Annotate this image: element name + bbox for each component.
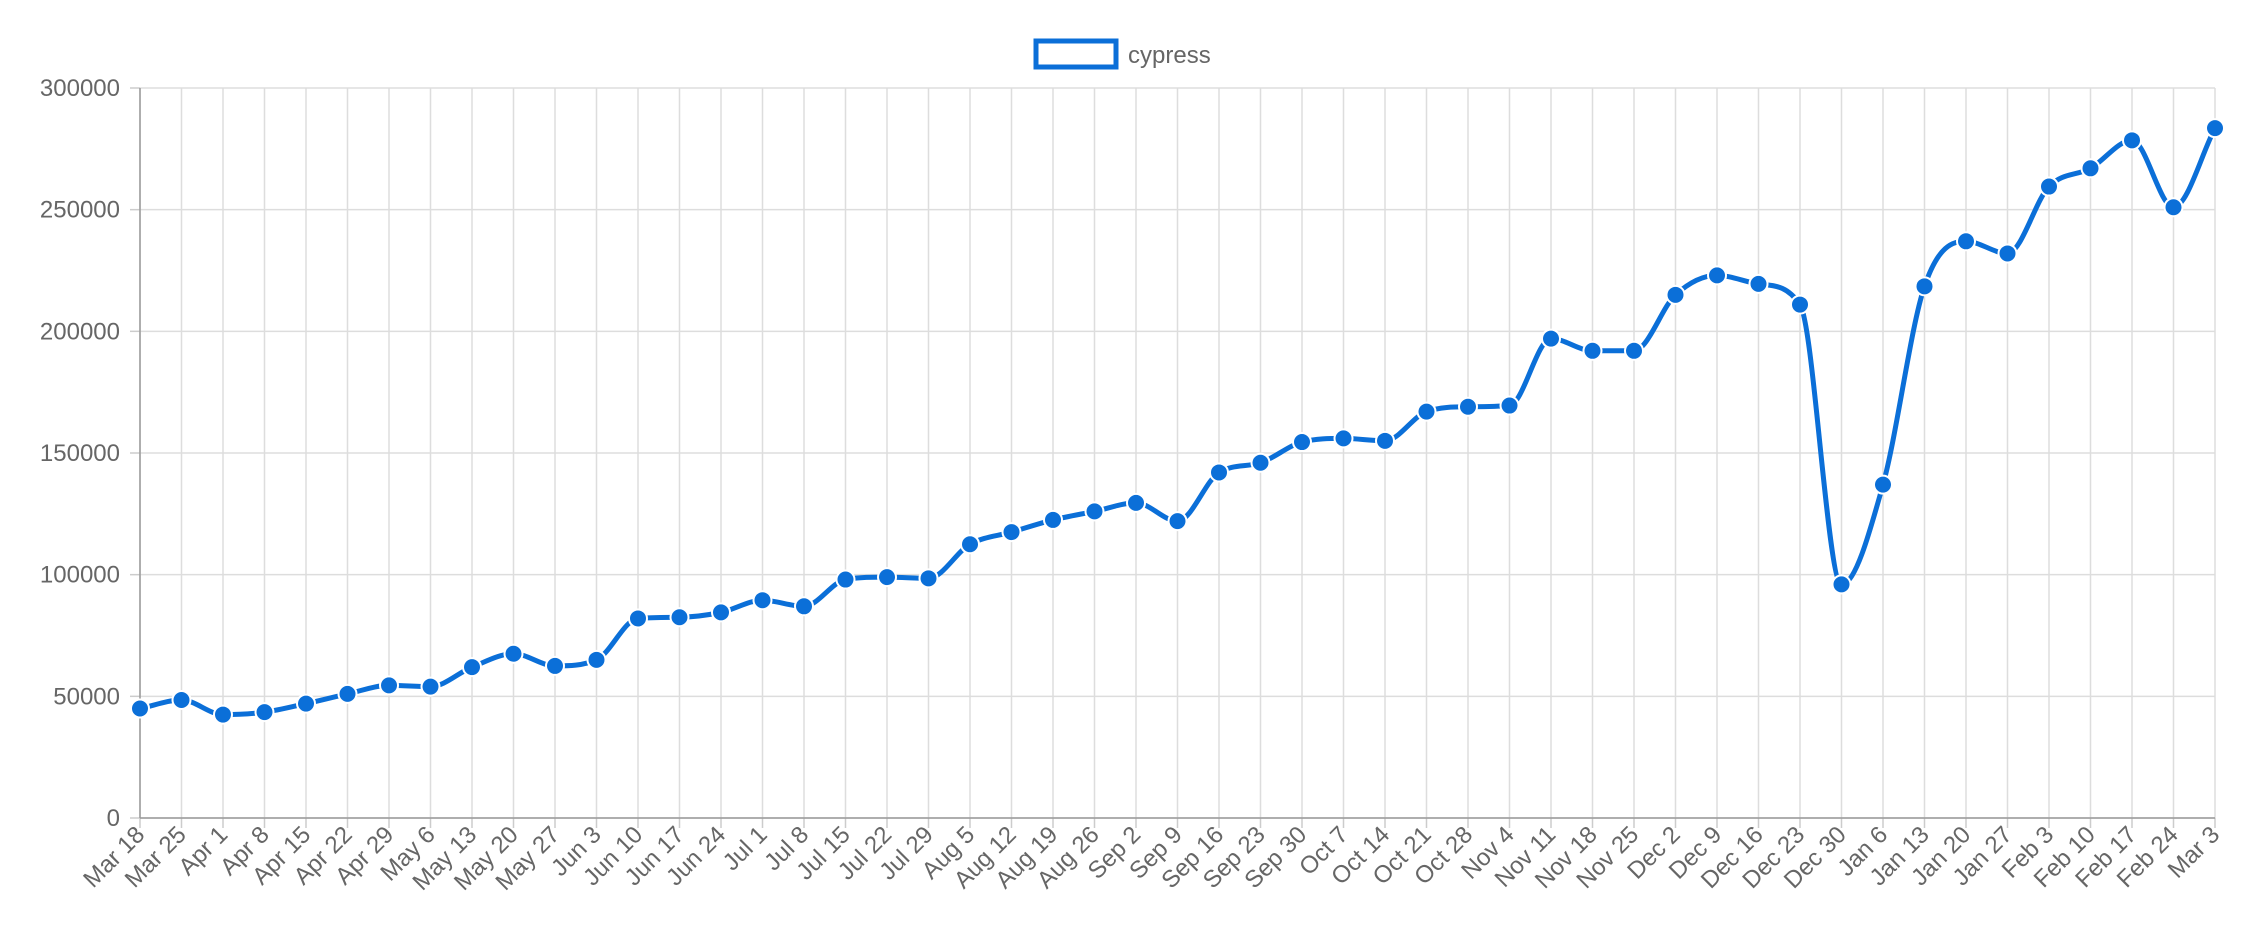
data-point[interactable] xyxy=(1624,340,1644,361)
y-tick-label: 100000 xyxy=(40,562,120,589)
series-points-cypress xyxy=(130,118,2225,725)
data-point[interactable] xyxy=(1997,243,2018,264)
data-point[interactable] xyxy=(213,704,233,725)
grid-lines xyxy=(139,87,2216,819)
data-point[interactable] xyxy=(918,568,939,589)
axes xyxy=(130,87,2216,828)
data-point[interactable] xyxy=(1043,509,1063,530)
data-point[interactable] xyxy=(1707,265,1727,286)
data-point[interactable] xyxy=(1209,462,1229,483)
data-point[interactable] xyxy=(2039,176,2059,197)
data-point[interactable] xyxy=(1914,276,1935,297)
y-tick-label: 200000 xyxy=(40,318,120,345)
data-point[interactable] xyxy=(628,608,648,629)
data-point[interactable] xyxy=(669,607,690,628)
data-point[interactable] xyxy=(1333,428,1354,449)
data-point[interactable] xyxy=(1748,273,1769,294)
data-point[interactable] xyxy=(1084,501,1105,522)
data-point[interactable] xyxy=(337,683,358,704)
y-tick-label: 250000 xyxy=(40,197,120,224)
data-point[interactable] xyxy=(1499,395,1520,416)
data-point[interactable] xyxy=(1582,340,1603,361)
data-point[interactable] xyxy=(2122,130,2142,151)
data-point[interactable] xyxy=(877,567,897,588)
data-point[interactable] xyxy=(1458,396,1478,417)
data-point[interactable] xyxy=(586,649,607,670)
data-point[interactable] xyxy=(1831,574,1852,595)
data-point[interactable] xyxy=(1167,511,1188,532)
data-point[interactable] xyxy=(254,702,275,723)
data-point[interactable] xyxy=(1375,430,1395,451)
legend-swatch[interactable] xyxy=(1033,38,1119,70)
data-point[interactable] xyxy=(794,596,814,617)
data-point[interactable] xyxy=(1416,401,1437,422)
data-point[interactable] xyxy=(503,643,524,664)
data-point[interactable] xyxy=(545,655,565,676)
data-point[interactable] xyxy=(1790,294,1810,315)
data-point[interactable] xyxy=(462,657,482,678)
data-point[interactable] xyxy=(379,675,399,696)
data-point[interactable] xyxy=(1873,474,1893,495)
data-point[interactable] xyxy=(752,590,773,611)
data-point[interactable] xyxy=(130,698,150,719)
data-point[interactable] xyxy=(1665,284,1686,305)
data-point[interactable] xyxy=(2163,197,2184,218)
y-axis-tick-labels: 0 50000 100000 150000 200000 250000 300000 xyxy=(40,75,120,832)
y-tick-label: 0 xyxy=(107,805,120,832)
legend-label[interactable]: cypress xyxy=(1128,42,1211,69)
data-point[interactable] xyxy=(1001,522,1022,543)
y-tick-label: 50000 xyxy=(53,683,120,710)
legend[interactable]: cypress xyxy=(1033,38,1211,70)
data-point[interactable] xyxy=(835,569,856,590)
data-point[interactable] xyxy=(1956,231,1976,252)
data-point[interactable] xyxy=(2080,158,2101,179)
data-point[interactable] xyxy=(960,534,980,555)
data-point[interactable] xyxy=(1250,452,1271,473)
y-tick-label: 150000 xyxy=(40,440,120,467)
data-point[interactable] xyxy=(711,602,731,623)
y-tick-label: 300000 xyxy=(40,75,120,102)
data-point[interactable] xyxy=(171,689,192,710)
data-point[interactable] xyxy=(2205,118,2225,139)
x-tick-label: Jul 1 xyxy=(718,821,773,876)
data-point[interactable] xyxy=(1541,328,1561,349)
data-point[interactable] xyxy=(420,676,441,697)
data-point[interactable] xyxy=(296,693,316,714)
data-point[interactable] xyxy=(1126,492,1146,513)
data-point[interactable] xyxy=(1292,432,1312,453)
